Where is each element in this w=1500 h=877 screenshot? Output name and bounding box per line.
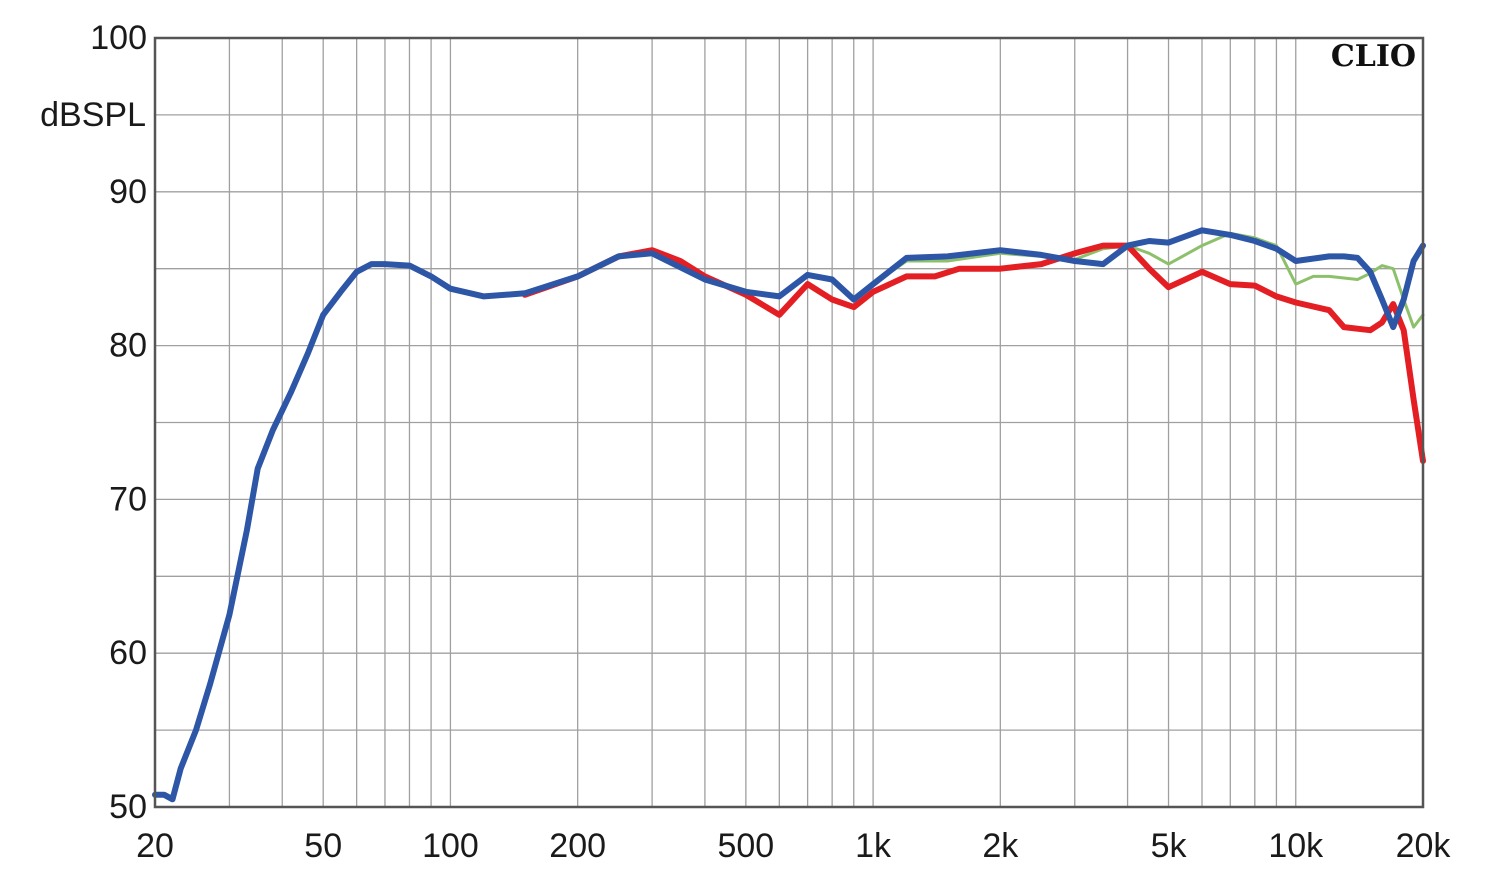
y-tick-label: 50 [109, 788, 147, 826]
x-tick-label: 1k [855, 827, 892, 865]
x-tick-label: 20k [1396, 827, 1452, 865]
y-unit-label: dBSPL [40, 96, 146, 134]
y-tick-label: 100 [90, 19, 147, 57]
series-line-3 [152, 227, 1426, 803]
plot-frame [153, 36, 1425, 809]
y-tick-label: 80 [109, 327, 147, 365]
x-tick-label: 5k [1151, 827, 1188, 865]
y-tick-label: 70 [109, 480, 147, 518]
x-tick-labels: 20 50 100 200 500 1k 2k 5k 10k 20k [136, 827, 1451, 865]
series-layer [152, 227, 1426, 803]
x-tick-label: 20 [136, 827, 174, 865]
brand-label: CLIO [1331, 39, 1416, 74]
y-tick-labels: 100 90 80 70 60 50 [90, 19, 147, 826]
y-tick-label: 90 [109, 173, 147, 211]
x-tick-label: 200 [549, 827, 606, 865]
x-tick-label: 10k [1268, 827, 1324, 865]
x-tick-label: 50 [304, 827, 342, 865]
x-tick-label: 2k [982, 827, 1019, 865]
grid [155, 38, 1423, 807]
y-tick-label: 60 [109, 634, 147, 672]
x-tick-label: 500 [717, 827, 774, 865]
x-tick-label: 100 [422, 827, 479, 865]
